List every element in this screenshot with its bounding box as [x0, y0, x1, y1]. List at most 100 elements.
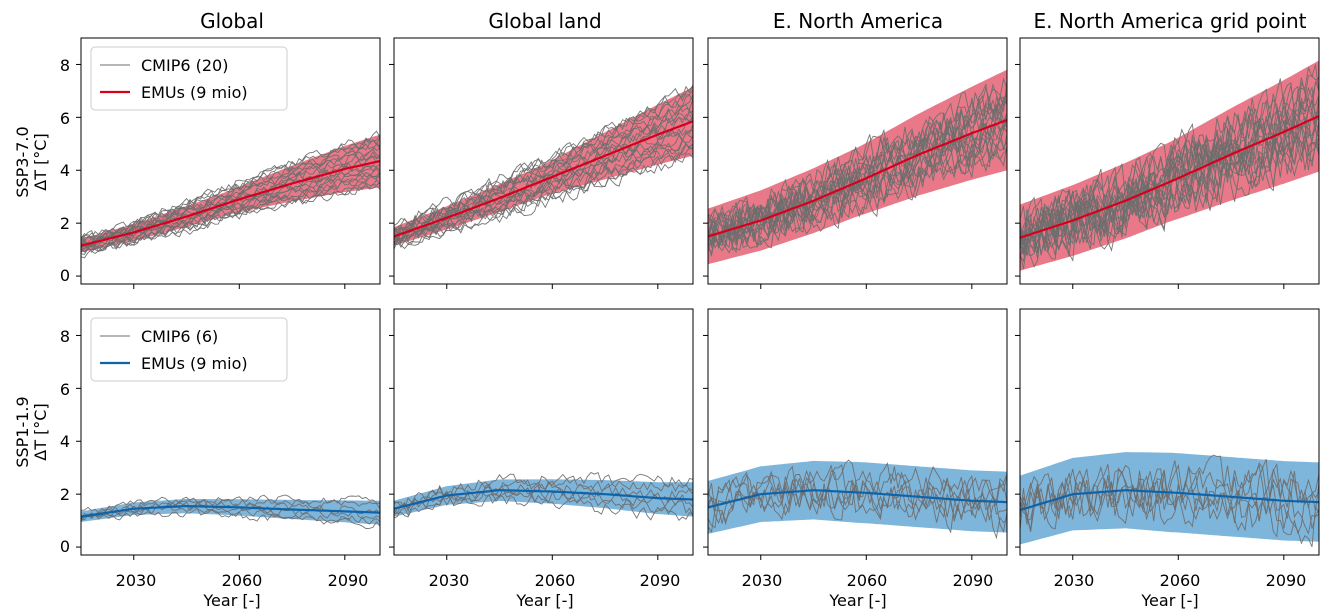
legend-box	[90, 46, 288, 111]
panel-ssp370-2	[703, 37, 1008, 289]
x-axis-label: Year [-]	[1140, 591, 1198, 610]
cmip-model-line	[1020, 126, 1319, 262]
row-label-ssp119-scenario: SSP1-1.9	[13, 396, 32, 467]
panel-ssp370-1	[389, 37, 694, 289]
cmip-model-line	[1020, 480, 1319, 535]
cmip-model-line	[1020, 76, 1319, 255]
y-tick-label: 4	[60, 161, 70, 180]
cmip-model-line	[81, 171, 380, 251]
panel-frame	[707, 37, 1008, 285]
panel-ssp370-3	[1015, 37, 1320, 289]
y-tick-label: 0	[60, 266, 70, 285]
cmip-model-line	[708, 88, 1007, 237]
x-tick-label: 2090	[328, 571, 369, 590]
emu-median-line	[394, 120, 693, 238]
panel-plot-area	[1020, 60, 1319, 271]
panel-ssp119-1	[389, 308, 694, 560]
cmip-model-line	[708, 96, 1007, 242]
emu-median-line	[1020, 489, 1319, 512]
y-tick-labels-top: 0 2 4 6 8	[60, 56, 70, 285]
cmip-model-line	[394, 84, 693, 230]
panel-frame	[1019, 37, 1320, 285]
panel-ssp119-2	[703, 308, 1008, 560]
emu-band	[394, 479, 693, 517]
emu-median-line	[81, 159, 380, 247]
cmip-model-line	[1020, 454, 1319, 518]
legend-box	[90, 317, 288, 382]
cmip-model-line	[1020, 464, 1319, 530]
panel-title-global-land: Global land	[488, 9, 601, 33]
emu-median-line	[81, 504, 380, 518]
panels	[76, 37, 1320, 560]
panel-plot-area	[708, 69, 1007, 265]
row-label-ssp370-scenario: SSP3-7.0	[13, 126, 32, 197]
x-tick-label: 2060	[1160, 571, 1201, 590]
cmip-model-line	[1020, 121, 1319, 268]
y-tick-label: 4	[60, 432, 70, 451]
x-tick-label: 2090	[1266, 571, 1307, 590]
cmip-model-line	[81, 182, 380, 259]
legend-ssp370: CMIP6 (20) EMUs (9 mio)	[90, 46, 288, 111]
y-tick-label: 6	[60, 109, 70, 128]
cmip-model-line	[394, 471, 693, 508]
panel-title-ena-gridpoint: E. North America grid point	[1033, 9, 1306, 33]
x-tick-label: 2030	[116, 571, 157, 590]
x-axis-label: Year [-]	[515, 591, 573, 610]
row-label-ssp370-unit: ΔT [°C]	[31, 133, 50, 190]
panel-plot-area	[1020, 452, 1319, 547]
row-label-ssp119-unit: ΔT [°C]	[31, 403, 50, 460]
panel-title-ena: E. North America	[773, 9, 943, 33]
y-tick-label: 8	[60, 56, 70, 75]
panel-frame	[80, 37, 381, 285]
cmip-model-line	[81, 143, 380, 243]
cmip-model-line	[394, 143, 693, 250]
cmip-model-line	[394, 494, 693, 522]
cmip-model-line	[1020, 468, 1319, 535]
cmip-model-line	[81, 130, 380, 240]
cmip-model-line	[394, 90, 693, 228]
cmip-model-line	[394, 103, 693, 233]
legend-ssp119: CMIP6 (6) EMUs (9 mio)	[90, 317, 288, 382]
cmip-model-line	[1020, 81, 1319, 236]
emu-median-line	[708, 489, 1007, 509]
emu-median-line	[394, 489, 693, 510]
cmip-model-line	[708, 459, 1007, 512]
panel-frame	[393, 308, 694, 556]
legend-label-cmip: CMIP6 (6)	[141, 327, 218, 346]
panel-ssp370-0	[76, 37, 381, 289]
panel-frame	[1019, 308, 1320, 556]
panel-plot-area	[708, 459, 1007, 540]
panel-frame	[393, 37, 694, 285]
x-tick-label: 2030	[742, 571, 783, 590]
panel-plot-area	[81, 494, 380, 529]
cmip-model-line	[708, 79, 1007, 239]
cmip-model-line	[394, 129, 693, 246]
y-tick-labels-bottom: 0 2 4 6 8	[60, 327, 70, 556]
x-tick-label: 2030	[1054, 571, 1095, 590]
panel-plot-area	[394, 84, 693, 250]
cmip-model-line	[708, 92, 1007, 243]
y-tick-label: 8	[60, 327, 70, 346]
x-tick-label: 2060	[535, 571, 576, 590]
cmip-model-line	[81, 505, 380, 525]
cmip-model-line	[1020, 95, 1319, 251]
x-tick-label: 2090	[640, 571, 681, 590]
x-tick-label: 2060	[847, 571, 888, 590]
panel-frame	[707, 308, 1008, 556]
cmip-model-line	[81, 155, 380, 249]
cmip-model-line	[1020, 75, 1319, 246]
panel-plot-area	[81, 130, 380, 259]
cmip-model-line	[1020, 85, 1319, 263]
legend-label-cmip: CMIP6 (20)	[141, 56, 228, 75]
cmip-model-line	[708, 475, 1007, 525]
x-axis-label: Year [-]	[828, 591, 886, 610]
panel-plot-area	[394, 471, 693, 522]
x-tick-label: 2030	[429, 571, 470, 590]
panel-title-global: Global	[200, 9, 264, 33]
x-tick-label: 2060	[222, 571, 263, 590]
y-tick-label: 2	[60, 485, 70, 504]
emu-median-line	[1020, 114, 1319, 239]
cmip-model-line	[394, 94, 693, 236]
x-tick-labels: 2030 2060 2090 2030 2060 2090 2030 2060 …	[116, 571, 1307, 590]
